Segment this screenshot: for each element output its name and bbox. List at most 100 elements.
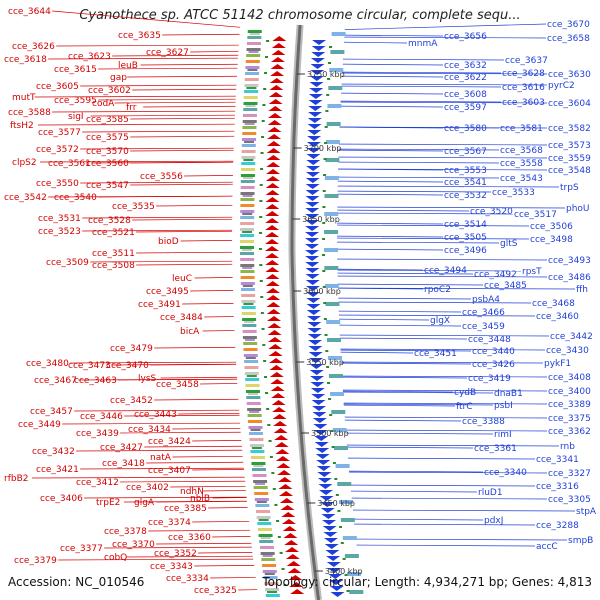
gene-label-right: cce_3506 xyxy=(530,222,573,232)
gene-arrow-left xyxy=(269,85,284,90)
gene-label-left: cce_3542 xyxy=(4,193,47,203)
tick-dot xyxy=(326,94,330,96)
tick-dot xyxy=(325,110,329,112)
band-backdrop xyxy=(239,29,345,33)
leader-line-right xyxy=(323,314,536,317)
gene-arrow-left xyxy=(273,428,288,433)
gene-label-left: cce_3334 xyxy=(166,574,209,584)
gene-label-right: pykF1 xyxy=(544,359,571,369)
gene-label-left: bioD xyxy=(158,237,179,247)
gene-label-right: smpB xyxy=(568,536,593,546)
feature-block xyxy=(246,48,261,51)
band-backdrop xyxy=(233,289,339,293)
gene-label-right: cce_3494 xyxy=(424,266,467,276)
band-backdrop xyxy=(232,241,338,245)
band-backdrop xyxy=(234,329,340,333)
gene-label-right: cce_3656 xyxy=(444,32,487,42)
tick-dot xyxy=(322,190,326,192)
band-backdrop xyxy=(232,277,338,281)
gene-label-right: cce_3468 xyxy=(532,299,575,309)
gene-arrow-right xyxy=(308,106,323,111)
gene-arrow-left xyxy=(270,386,285,391)
feature-block xyxy=(325,140,340,144)
gene-arrow-left xyxy=(266,148,281,153)
gene-arrow-right xyxy=(305,172,320,177)
gene-label-right: cce_3630 xyxy=(548,70,591,80)
band-backdrop xyxy=(243,465,349,469)
leader-line-left xyxy=(80,467,276,470)
feature-block xyxy=(324,248,339,252)
band-backdrop xyxy=(238,53,344,57)
tick-dot xyxy=(324,126,328,128)
feature-block xyxy=(242,231,253,233)
feature-block xyxy=(330,50,345,54)
feature-block xyxy=(335,464,350,468)
gene-label-left: cce_3528 xyxy=(88,216,131,226)
tick-dot xyxy=(324,142,328,144)
feature-block xyxy=(242,330,257,333)
band-backdrop xyxy=(249,521,355,525)
tick-dot xyxy=(322,286,326,288)
band-backdrop xyxy=(240,425,346,429)
tick-dot xyxy=(269,456,273,458)
feature-block xyxy=(240,192,255,195)
gene-label-right: cce_3375 xyxy=(548,414,591,424)
gene-label-right: cce_3305 xyxy=(548,495,591,505)
band-backdrop xyxy=(234,117,340,121)
feature-block xyxy=(324,284,339,288)
gene-arrow-left xyxy=(279,491,294,496)
gene-label-left: cce_3484 xyxy=(160,313,203,323)
leader-line-right xyxy=(326,361,544,364)
kbp-label: 3400 kbp xyxy=(325,567,363,576)
tick-dot xyxy=(259,232,263,234)
tick-dot xyxy=(327,382,331,384)
leader-line-right xyxy=(327,58,505,61)
tick-dot xyxy=(322,238,326,240)
gene-arrow-left xyxy=(266,162,281,167)
leader-line-right xyxy=(322,193,444,196)
gene-arrow-right xyxy=(305,178,320,183)
feature-block xyxy=(250,429,261,431)
tick-dot xyxy=(340,542,344,544)
band-backdrop xyxy=(257,589,363,593)
gene-label-right: cce_3514 xyxy=(444,220,487,230)
band-backdrop xyxy=(237,377,343,381)
band-backdrop xyxy=(232,201,338,205)
gene-arrow-right xyxy=(312,40,327,45)
gene-label-left: cce_3540 xyxy=(54,193,97,203)
feature-block xyxy=(253,486,268,489)
band-backdrop xyxy=(233,313,339,317)
gene-arrow-right xyxy=(305,280,320,285)
gene-label-left: cce_3509 xyxy=(46,258,89,268)
gene-arrow-right xyxy=(306,298,321,303)
band-backdrop xyxy=(244,473,350,477)
gene-arrow-left xyxy=(281,512,296,517)
leader-line-right xyxy=(322,241,500,244)
leader-line-right xyxy=(325,100,502,103)
gene-arrow-left xyxy=(275,456,290,461)
gene-arrow-right xyxy=(306,142,321,147)
leader-line-right xyxy=(322,269,522,272)
gene-arrow-left xyxy=(283,533,298,538)
band-backdrop xyxy=(242,457,348,461)
feature-block xyxy=(240,210,255,213)
band-backdrop xyxy=(235,109,341,113)
feature-block xyxy=(332,428,347,432)
feature-block xyxy=(267,591,278,593)
band-backdrop xyxy=(234,337,340,341)
band-backdrop xyxy=(238,49,344,53)
leader-line-right xyxy=(327,63,444,66)
tick-dot xyxy=(266,408,270,410)
gene-label-left: leuB xyxy=(118,61,138,71)
band-backdrop xyxy=(232,229,338,233)
gene-label-right: cce_3532 xyxy=(444,191,487,201)
leader-line-right xyxy=(322,224,530,227)
feature-block xyxy=(255,483,266,485)
gene-label-right: cce_3316 xyxy=(536,482,579,492)
feature-block xyxy=(241,156,256,159)
gene-arrow-left xyxy=(271,400,286,405)
gene-arrow-right xyxy=(322,520,337,525)
gene-arrow-right xyxy=(314,436,329,441)
gene-label-right: cce_3637 xyxy=(505,56,548,66)
